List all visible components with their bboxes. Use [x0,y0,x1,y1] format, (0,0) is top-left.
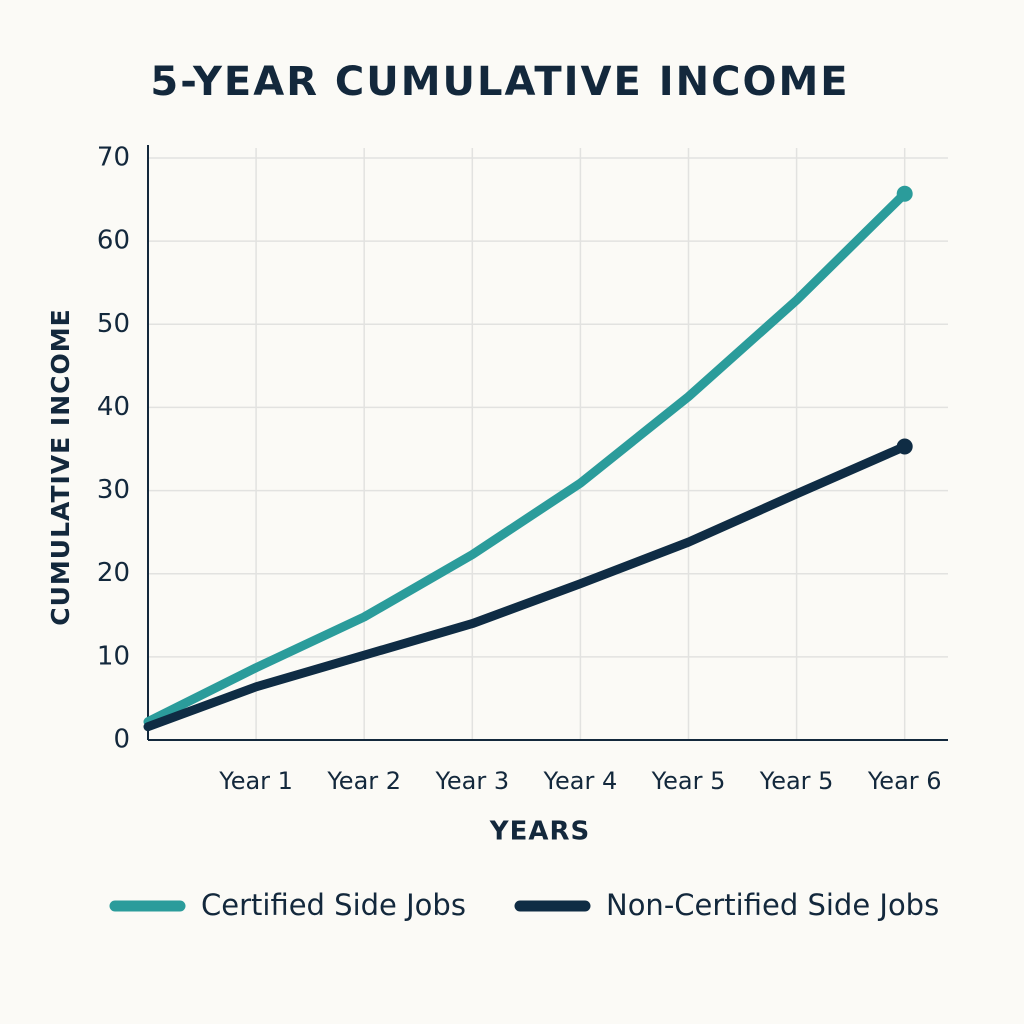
series-line [143,189,910,727]
series-line [143,442,910,732]
x-tick-label: Year 4 [543,767,618,795]
end-point [896,185,913,202]
end-point [896,438,913,455]
y-tick-label: 20 [97,558,130,588]
x-tick-label: Year 2 [326,767,401,795]
x-tick-label: Year 5 [759,767,834,795]
x-tick-label: Year 1 [218,767,293,795]
y-tick-label: 70 [97,143,130,173]
y-tick-label: 40 [97,392,130,422]
x-tick-label: Year 5 [651,767,726,795]
y-tick-label: 50 [97,309,130,339]
legend-label: Non-Certified Side Jobs [606,888,939,922]
y-tick-label: 10 [97,641,130,671]
y-tick-label: 0 [113,725,130,755]
chart-title: 5-YEAR CUMULATIVE INCOME [150,59,849,105]
y-axis-label: CUMULATIVE INCOME [46,308,75,625]
x-tick-label: Year 3 [434,767,509,795]
x-tick-label: Year 6 [867,767,942,795]
y-tick-label: 60 [97,226,130,256]
x-axis-label: YEARS [489,817,590,847]
y-tick-label: 30 [97,475,130,505]
legend-label: Certified Side Jobs [201,888,466,922]
